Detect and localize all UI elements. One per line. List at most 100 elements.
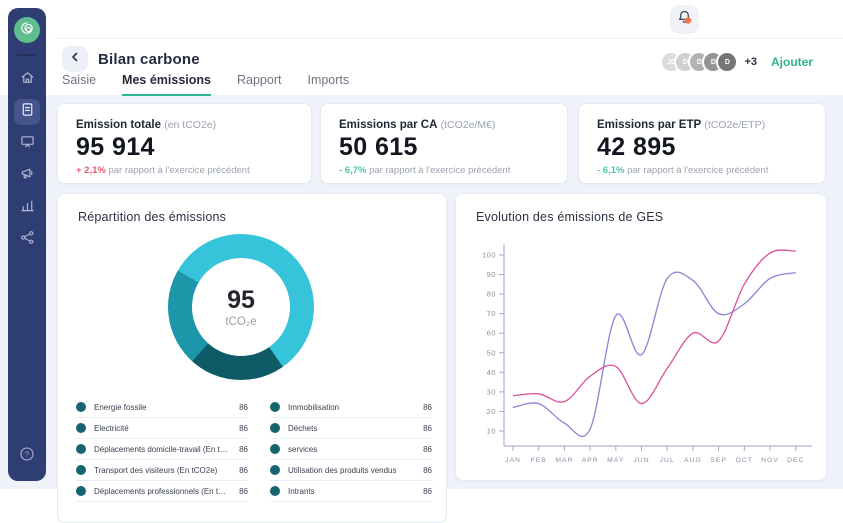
svg-text:100: 100 <box>482 251 496 260</box>
legend-dot-icon <box>270 444 280 454</box>
app-logo <box>14 17 40 43</box>
legend-label: Energie fossile <box>94 402 147 412</box>
legend-value: 86 <box>423 486 432 496</box>
donut-legend-left: Energie fossile 86 Electricité 86 Déplacem… <box>76 397 248 502</box>
bar-chart-icon <box>20 198 35 218</box>
svg-text:OCT: OCT <box>736 457 753 464</box>
kpi-title: Emissions par CA <box>339 119 438 131</box>
svg-text:?: ? <box>25 449 29 458</box>
svg-text:70: 70 <box>487 309 496 318</box>
topbar-divider <box>55 38 843 39</box>
legend-row: Energie fossile 86 <box>76 397 248 418</box>
sidebar-item-announcements[interactable] <box>14 163 40 189</box>
svg-text:AUG: AUG <box>684 457 702 464</box>
legend-dot-icon <box>76 465 86 475</box>
legend-value: 86 <box>423 402 432 412</box>
svg-text:NOV: NOV <box>761 457 779 464</box>
kpi-card-emissions-par-etp: Emissions par ETP (tCO2e/ETP) 42 895 - 6… <box>578 103 826 184</box>
document-icon <box>20 102 35 122</box>
bell-icon <box>676 9 693 31</box>
kpi-delta: + 2,1% <box>76 165 106 176</box>
svg-text:APR: APR <box>582 457 599 464</box>
donut-legend-right: Immobilisation 86 Déchets 86 services 86 Ut… <box>270 397 432 502</box>
kpi-title: Emission totale <box>76 119 161 131</box>
kpi-delta-text: par rapport à l'exercice précédent <box>627 165 769 176</box>
svg-text:10: 10 <box>487 426 496 435</box>
line-serie-rose <box>512 249 796 405</box>
legend-row: Immobilisation 86 <box>270 397 432 418</box>
legend-row: Déchets 86 <box>270 418 432 439</box>
legend-value: 86 <box>239 444 248 454</box>
kpi-delta-text: par rapport à l'exercice précédent <box>369 165 511 176</box>
legend-label: Déchets <box>288 423 318 433</box>
legend-label: services <box>288 444 318 454</box>
tab-saisie[interactable]: Saisie <box>62 73 97 87</box>
legend-dot-icon <box>270 402 280 412</box>
legend-label: Utilisation des produits vendus <box>288 465 397 475</box>
collaborators: JD D D D D +3 Ajouter <box>660 51 813 73</box>
sidebar-item-home[interactable] <box>14 67 40 93</box>
evolution-card: Evolution des émissions de GES 10 20 30 40 5… <box>455 193 827 481</box>
donut-hole <box>192 258 290 356</box>
donut-chart-title: Répartition des émissions <box>78 210 227 224</box>
legend-dot-icon <box>76 402 86 412</box>
svg-text:30: 30 <box>487 387 496 396</box>
legend-dot-icon <box>76 486 86 496</box>
legend-row: Déplacements professionnels (En tCO2e) 86 <box>76 481 248 502</box>
donut-center-unit: tCO₂e <box>225 316 257 328</box>
legend-value: 86 <box>239 486 248 496</box>
add-collaborator-button[interactable]: Ajouter <box>771 55 813 69</box>
tab-bar: Saisie Mes émissions Rapport Imports <box>62 73 349 96</box>
tab-mes-emissions[interactable]: Mes émissions <box>122 73 211 96</box>
home-icon <box>20 70 35 90</box>
svg-text:90: 90 <box>487 270 496 279</box>
notifications-button[interactable] <box>670 5 699 34</box>
avatar[interactable]: D <box>716 51 739 73</box>
avatar-overflow-count[interactable]: +3 <box>744 56 757 68</box>
back-button[interactable] <box>62 46 88 72</box>
svg-text:80: 80 <box>487 290 496 299</box>
legend-dot-icon <box>270 423 280 433</box>
kpi-card-emission-totale: Emission totale (en tCO2e) 95 914 + 2,1%… <box>57 103 312 184</box>
svg-text:MAY: MAY <box>607 457 624 464</box>
svg-text:JUN: JUN <box>633 457 649 464</box>
legend-value: 86 <box>239 402 248 412</box>
page-title: Bilan carbone <box>98 51 200 68</box>
sidebar-item-dashboard[interactable] <box>14 131 40 157</box>
svg-text:20: 20 <box>487 407 496 416</box>
svg-text:60: 60 <box>487 329 496 338</box>
legend-dot-icon <box>76 444 86 454</box>
sidebar: ? <box>8 8 46 481</box>
line-chart-title: Evolution des émissions de GES <box>476 210 664 224</box>
svg-text:DEC: DEC <box>787 457 804 464</box>
sidebar-item-network[interactable] <box>14 227 40 253</box>
sidebar-divider <box>17 54 37 56</box>
svg-text:MAR: MAR <box>555 457 573 464</box>
svg-text:40: 40 <box>487 368 496 377</box>
svg-text:FEB: FEB <box>531 457 547 464</box>
tab-imports[interactable]: Imports <box>307 73 350 87</box>
sidebar-item-analytics[interactable] <box>14 195 40 221</box>
sidebar-item-report[interactable] <box>14 99 40 125</box>
legend-row: Intrants 86 <box>270 481 432 502</box>
legend-label: Déplacements professionnels (En tCO2e) <box>94 486 232 496</box>
donut-chart: 95 tCO₂e <box>168 234 314 380</box>
help-icon: ? <box>19 446 35 467</box>
kpi-unit: (en tCO2e) <box>164 119 217 131</box>
legend-value: 86 <box>423 423 432 433</box>
svg-text:SEP: SEP <box>710 457 727 464</box>
spiral-logo-icon <box>18 19 36 42</box>
legend-row: Electricité 86 <box>76 418 248 439</box>
legend-row: Transport des visiteurs (En tCO2e) 86 <box>76 460 248 481</box>
line-serie-bleue <box>512 271 796 437</box>
kpi-unit: (tCO2e/M€) <box>440 119 496 131</box>
repartition-card: Répartition des émissions 95 tCO₂e Energ… <box>57 193 447 523</box>
sidebar-item-help[interactable]: ? <box>14 443 40 469</box>
kpi-delta: - 6,7% <box>339 165 367 176</box>
legend-value: 86 <box>239 465 248 475</box>
legend-label: Déplacements domicile-travail (En tCO2e) <box>94 444 232 454</box>
legend-row: Déplacements domicile-travail (En tCO2e)… <box>76 439 248 460</box>
legend-label: Electricité <box>94 423 129 433</box>
legend-value: 86 <box>423 465 432 475</box>
tab-rapport[interactable]: Rapport <box>236 73 282 87</box>
